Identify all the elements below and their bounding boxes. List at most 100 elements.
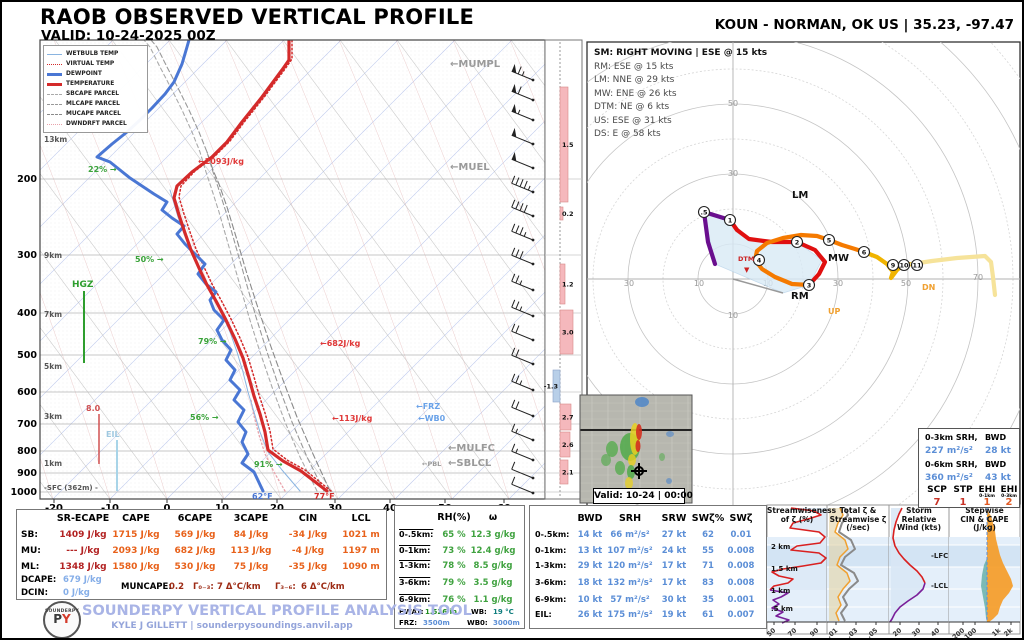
svg-text:9: 9 (891, 261, 896, 269)
legend-item-label: VIRTUAL TEMP (66, 61, 115, 67)
kin-cell: 175 m²/s² (607, 610, 653, 620)
legend-line-sample-icon (47, 123, 62, 125)
svg-text:10: 10 (899, 261, 909, 269)
location-crosshair-icon (631, 463, 647, 479)
svg-text:30: 30 (910, 626, 922, 638)
skewt-series-dewpoint (95, 40, 265, 493)
kin-cell: 57 m²/s² (610, 595, 650, 605)
kin-cell: 55 (702, 546, 714, 556)
svg-text:←113J/kg: ←113J/kg (332, 414, 373, 423)
miniplot-1: .01 .03 .05 (825, 504, 890, 640)
svg-text:3.0: 3.0 (562, 329, 574, 337)
skewt-annotations: ←MUMPL ←MUEL ←MULFC ←SBLCL ←PBL ←2093J/kg ←682… (72, 59, 501, 501)
kin-cell: 35 (702, 595, 714, 605)
wb-value: 19 °C (493, 608, 514, 616)
svg-text:13km: 13km (44, 135, 67, 144)
svg-text:←SBLCL: ←SBLCL (448, 458, 492, 469)
svg-text:3: 3 (807, 281, 812, 289)
svg-text:22% →: 22% → (88, 165, 117, 174)
svg-text:10: 10 (215, 503, 229, 514)
svg-text:HGZ: HGZ (72, 280, 94, 290)
storm-motion-line-4: DTM: NE @ 6 kts (594, 102, 670, 112)
svg-text:-SFC (362m) -: -SFC (362m) - (44, 484, 98, 492)
index-value: 7 (933, 497, 941, 508)
index-value: 2 (1005, 497, 1013, 508)
svg-text:-10: -10 (101, 503, 119, 514)
bwd-0-6-label: BWD (985, 460, 1007, 469)
moisture-row-label: 3-6km: (399, 578, 431, 587)
thermo-cell: 113 J/kg (230, 546, 272, 556)
svg-text:600: 600 (17, 387, 37, 398)
mixing-ratio-value: 12.3 g/kg (470, 530, 516, 540)
thermo-cell: 1348 J/kg (59, 562, 107, 572)
moisture-row-label: 1-3km: (399, 561, 431, 570)
svg-text:←MUMPL: ←MUMPL (450, 59, 501, 70)
lapse-rate-3-6-label: Γ₃₋₆: (275, 582, 296, 592)
kin-row-label: 0-.5km: (535, 530, 570, 539)
kin-cell: 17 kt (661, 561, 687, 571)
mixing-ratio-value: 8.5 g/kg (473, 561, 513, 571)
legend-item-label: MUCAPE PARCEL (66, 111, 121, 117)
pressure-axis-labels: 200 300 400 500 600 700 800 900 1000 (11, 174, 38, 498)
index-subheader: 0-3km (1001, 494, 1017, 499)
kin-cell: 17 kt (661, 578, 687, 588)
kin-header-1: SRH (618, 513, 642, 524)
legend-item-label: SBCAPE PARCEL (66, 91, 119, 97)
svg-text:←FRZ: ←FRZ (416, 402, 440, 411)
radar-map-inset (580, 395, 692, 503)
svg-text:1000: 1000 (11, 487, 38, 498)
legend-item: TEMPERATURE (47, 79, 144, 89)
index-header-stp: STP (953, 485, 973, 495)
kin-cell: 30 kt (661, 595, 687, 605)
thermo-table: SR-ECAPE CAPE 6CAPE 3CAPE CIN LCL SB: 1409 J/kg… (16, 509, 387, 600)
legend-item: DEWPOINT (47, 69, 144, 79)
kin-cell: 61 (702, 610, 714, 620)
footer-tool-name: SOUNDERPY VERTICAL PROFILE ANALYSIS TOOL (82, 603, 472, 619)
svg-text:30: 30 (624, 279, 634, 288)
thermo-cell: 1715 J/kg (112, 530, 160, 540)
svg-text:70: 70 (973, 273, 983, 282)
mixing-ratio-value: 1.1 g/kg (473, 595, 513, 605)
svg-text:4: 4 (757, 256, 762, 264)
legend-item: SBCAPE PARCEL (47, 89, 144, 99)
svg-text:-LFC: -LFC (931, 552, 948, 560)
svg-text:10: 10 (728, 311, 738, 320)
svg-text:RM: RM (791, 291, 809, 302)
svg-text:0: 0 (164, 503, 171, 514)
lapse-rate-0-3-label: Γ₀₋₃: (193, 582, 214, 592)
bwd-0-6-value: 43 kt (985, 473, 1011, 483)
thermo-header-cin: CIN (298, 513, 318, 524)
svg-text:5km: 5km (44, 362, 62, 371)
kin-row-label: 1-3km: (535, 561, 567, 570)
kin-cell: 0.01 (730, 530, 752, 540)
svg-text:.03: .03 (845, 626, 859, 640)
dcape-value: 679 J/kg (63, 575, 102, 585)
index-header-scp: SCP (927, 485, 947, 495)
thermo-cell: 1580 J/kg (112, 562, 160, 572)
kin-cell: 107 m²/s² (607, 546, 653, 556)
kin-cell: 19 kt (661, 610, 687, 620)
skewt-legend: WETBULB TEMP VIRTUAL TEMP DEWPOINT TEMPERAT… (43, 45, 148, 133)
thermo-cell: 1197 m (342, 546, 380, 556)
svg-text:400: 400 (17, 308, 37, 319)
frz-label: FRZ: (399, 619, 418, 627)
kin-row-label: 6-9km: (535, 595, 567, 604)
miniplot-0: 50 70 90 2 km 1.5 km 1 km .5 km (765, 504, 828, 638)
footer-author: KYLE J GILLETT | sounderpysoundings.anvi… (111, 621, 353, 631)
svg-text:20: 20 (891, 626, 903, 638)
kin-cell: 66 m²/s² (610, 530, 650, 540)
miniplot-title-3: Stepwise CIN & CAPE (J/kg) (960, 506, 1009, 532)
lapse-rate-3-6-value: 6 Δ°C/km (301, 582, 345, 592)
pwat-label: PWAT: (399, 608, 424, 616)
svg-text:30: 30 (833, 279, 843, 288)
skewt-series-sbcape-parcel (143, 40, 318, 492)
svg-text:3km: 3km (44, 412, 62, 421)
valid-timestamp: VALID: 10-24-2025 00Z (41, 28, 216, 44)
page-title: RAOB OBSERVED VERTICAL PROFILE (40, 5, 475, 29)
svg-text:2 km: 2 km (771, 543, 790, 551)
kin-cell: 120 m²/s² (607, 561, 653, 571)
svg-text:1km: 1km (44, 459, 62, 468)
storm-motion-line-1: RM: ESE @ 15 kts (594, 61, 674, 72)
legend-item-label: DEWPOINT (66, 71, 102, 77)
